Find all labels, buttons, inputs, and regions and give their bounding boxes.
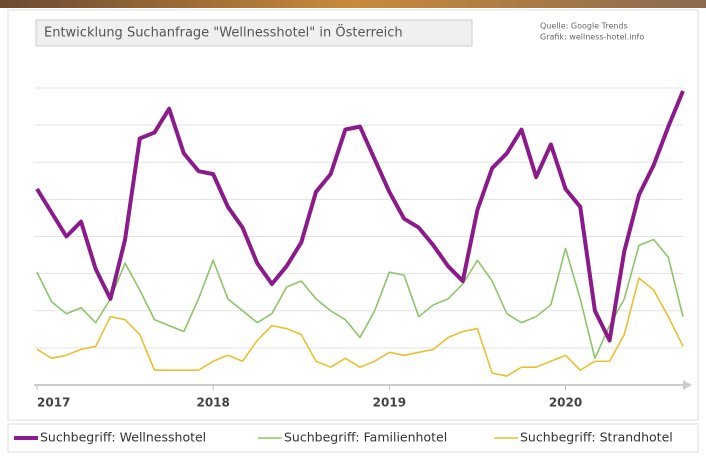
x-axis-arrow [683,380,692,390]
legend-label: Suchbegriff: Wellnesshotel [40,430,206,445]
series-line [36,238,684,360]
chart-title: Entwicklung Suchanfrage "Wellnesshotel" … [44,24,403,41]
legend-label: Suchbegriff: Strandhotel [520,430,673,445]
title-box [35,19,473,47]
series-line [36,277,684,377]
header-strip [0,0,706,8]
x-tick-label: 2017 [37,396,70,410]
x-tick-label: 2018 [196,396,229,410]
source: Quelle: Google Trends [540,22,628,31]
x-tick-label: 2019 [373,396,406,410]
series-line [35,90,685,343]
legend-label: Suchbegriff: Familienhotel [284,430,447,445]
x-tick-label: 2020 [549,396,582,410]
credit: Grafik: wellness-hotel.info [540,33,644,42]
legend [7,423,699,453]
